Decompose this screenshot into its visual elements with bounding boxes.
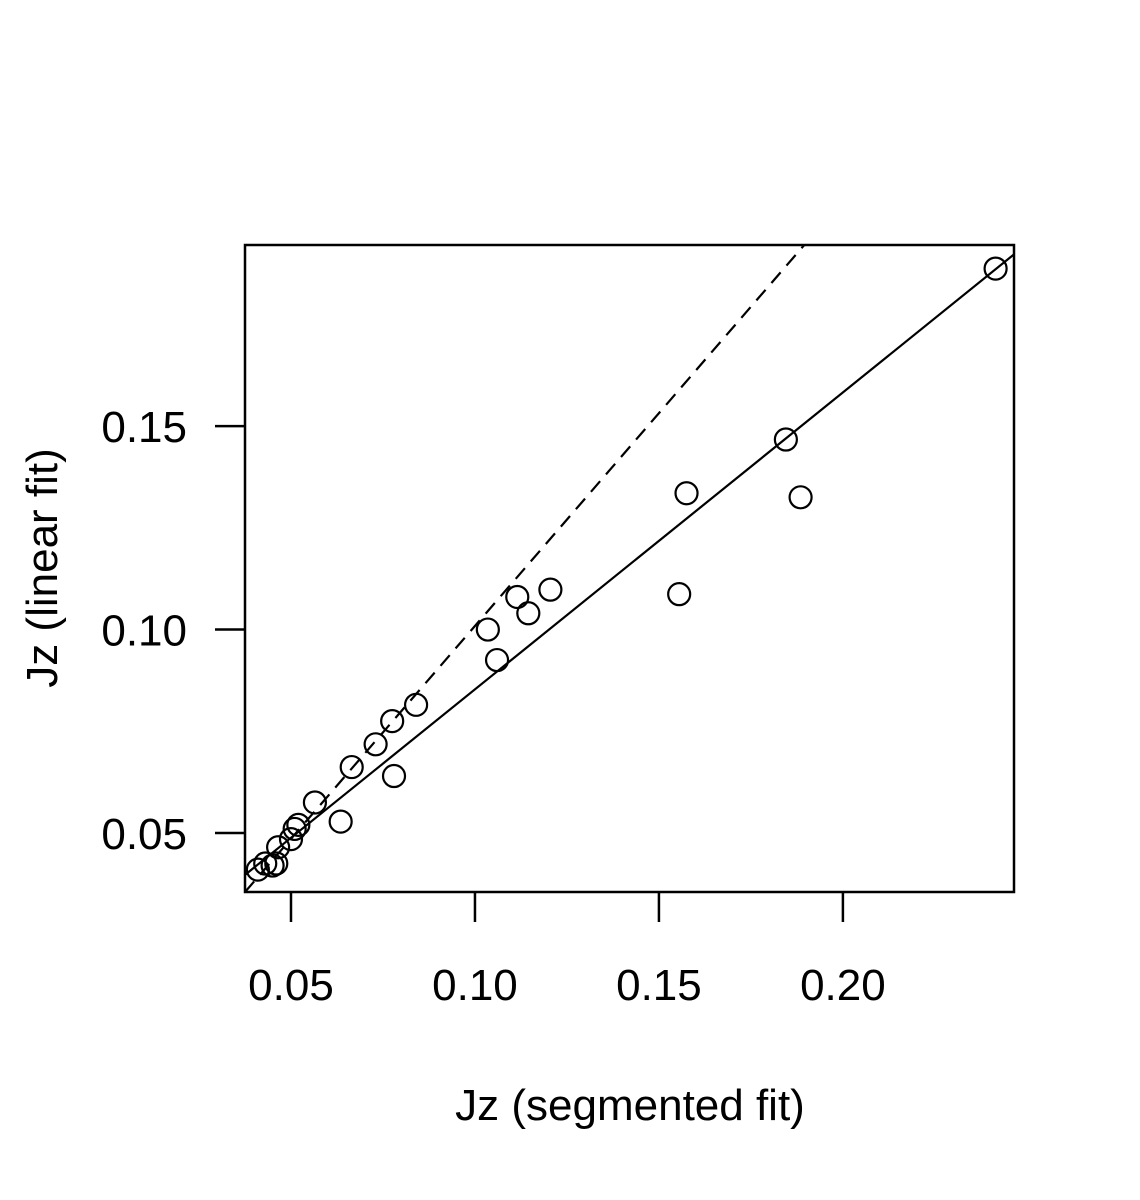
data-point	[505, 584, 530, 610]
data-point	[328, 809, 353, 834]
y-tick-label: 0.05	[101, 810, 187, 859]
data-point	[286, 812, 311, 837]
y-tick-label: 0.15	[101, 403, 187, 452]
x-tick-label: 0.15	[616, 961, 702, 1010]
data-point	[403, 692, 429, 717]
data-point	[264, 851, 289, 876]
fit-lines	[245, 245, 1014, 892]
x-axis: 0.05 0.10 0.15 0.20	[248, 892, 886, 1010]
data-point	[516, 601, 541, 626]
x-tick-label: 0.05	[248, 961, 334, 1010]
data-point	[302, 790, 328, 815]
data-point	[674, 481, 699, 506]
data-point	[245, 857, 270, 882]
plot-frame	[243, 243, 1016, 894]
x-axis-title: Jz (segmented fit)	[455, 1081, 805, 1130]
data-point	[788, 485, 813, 510]
data-point	[339, 754, 364, 780]
data-point	[773, 427, 798, 452]
y-tick-label: 0.10	[101, 607, 187, 656]
y-axis: 0.05 0.10 0.15	[101, 403, 245, 859]
data-point	[380, 708, 405, 734]
reference-dashed-line	[245, 245, 806, 892]
data-point	[983, 256, 1008, 281]
data-point	[278, 827, 304, 852]
data-point	[484, 647, 510, 673]
data-point	[475, 617, 500, 642]
data-points	[245, 256, 1008, 882]
x-tick-label: 0.10	[432, 961, 518, 1010]
y-axis-title: Jz (linear fit)	[18, 448, 67, 688]
data-point	[667, 582, 692, 607]
data-point	[266, 835, 291, 860]
data-point	[538, 577, 563, 602]
data-point	[363, 732, 388, 757]
data-point	[381, 763, 407, 789]
x-tick-label: 0.20	[800, 961, 886, 1010]
data-point	[260, 853, 285, 878]
data-point	[282, 816, 307, 842]
fit-solid-line	[245, 253, 1014, 876]
